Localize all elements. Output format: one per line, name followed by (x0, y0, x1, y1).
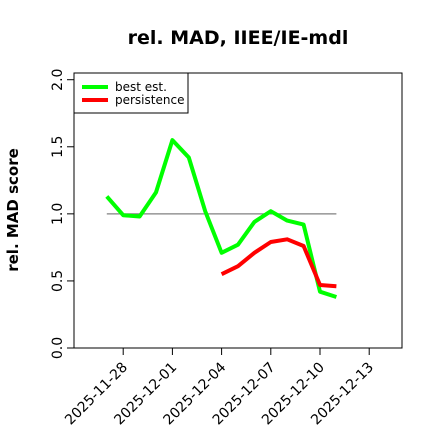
legend: best est.persistence (73, 72, 189, 114)
chart-title: rel. MAD, IIEE/IE-mdl (128, 27, 349, 49)
y-tick-label: 1.5 (50, 136, 66, 158)
series-line-persistence (220, 237, 337, 289)
legend-label: best est. (115, 80, 167, 94)
legend-label: persistence (115, 93, 184, 107)
plot-frame (73, 72, 403, 349)
y-tick-label: 1.0 (50, 203, 66, 225)
y-tick-label: 0.0 (50, 337, 66, 359)
series-line-best-est (105, 138, 338, 299)
y-tick-label: 2.0 (50, 69, 66, 91)
plot-area: 0.00.51.01.52.02025-11-282025-12-012025-… (50, 69, 403, 428)
y-tick-label: 0.5 (50, 270, 66, 292)
y-axis-label: rel. MAD score (4, 148, 22, 272)
legend-box (73, 72, 189, 114)
